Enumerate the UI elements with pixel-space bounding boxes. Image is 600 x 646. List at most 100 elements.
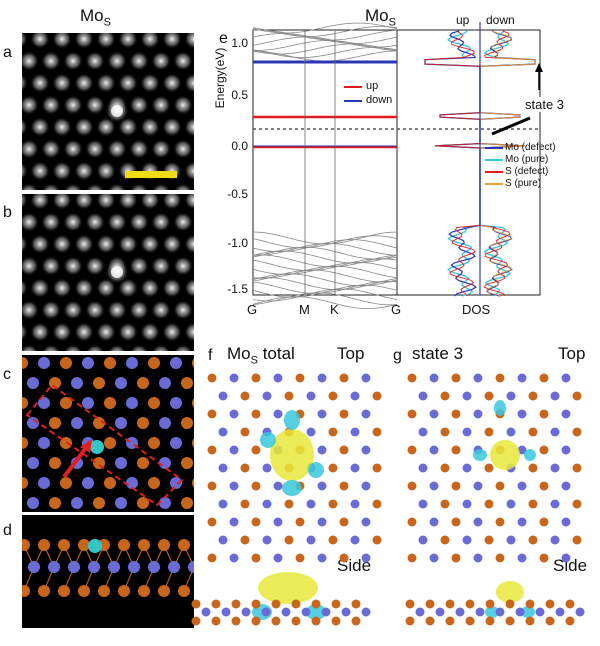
stm-spot [129,183,149,190]
atom [445,616,455,626]
panel-label-g: g [393,347,402,364]
atom [525,599,535,609]
stm-spot [22,161,28,181]
stm-spot [22,344,39,351]
atom [201,607,211,617]
atom [192,478,194,488]
stm-spot [96,194,116,210]
atom [291,599,301,609]
stm-spot [151,139,171,159]
ytick-5: -1.0 [227,236,248,250]
atom [565,616,575,626]
atom [484,427,494,437]
isosurface [306,604,326,620]
stm-spot [118,194,138,210]
atom [178,585,190,597]
atom [281,607,291,617]
stm-spot [162,234,182,254]
atom [181,377,193,389]
atom [273,373,283,383]
xtick-m: M [299,302,310,317]
atom [137,457,149,469]
atom [425,616,435,626]
panel-e-title: MoS [365,6,396,29]
band-structure [252,22,398,309]
atom [241,607,251,617]
atom [229,373,239,383]
dos-legend-mo-defect: Mo (defect) [505,142,556,153]
atom [351,599,361,609]
atom [104,477,116,489]
scale-bar [125,171,177,178]
stm-spot [107,183,127,190]
y-axis-label: Energy(eV) [213,47,227,109]
atom [118,539,130,551]
atom [58,539,70,551]
atom [372,391,382,401]
state3-annotation: state 3 [525,97,565,112]
atomic-model-side-view [22,515,194,628]
isosurface [308,462,324,478]
stm-spot [140,194,160,210]
atom [339,373,349,383]
atom [495,445,505,455]
atom [22,437,28,449]
stm-spot [41,139,61,159]
atom [517,517,527,527]
isosurface [490,440,520,470]
xtick-k: K [330,302,339,317]
atom [484,535,494,545]
stm-spot [41,183,61,190]
stm-spot [63,300,83,320]
atom [328,391,338,401]
atom [372,463,382,473]
atom [28,561,40,573]
stm-spot [52,322,72,342]
atom [38,477,50,489]
atom [159,457,171,469]
atom [495,481,505,491]
stm-spot [85,139,105,159]
panel-f-top-view [207,373,382,563]
band-legend-up: up [366,80,379,92]
stm-spot [63,95,83,115]
stm-spot [118,278,138,298]
stm-spot [107,51,127,71]
atom [273,445,283,455]
atom [38,539,50,551]
stm-spot [184,322,194,342]
ytick-4: -0.5 [227,187,248,201]
xtick-g2: G [391,302,402,317]
atom [339,517,349,527]
stm-spot [41,51,61,71]
atom [284,499,294,509]
atom [517,445,527,455]
stm-spot [22,95,39,115]
stm-spot [85,51,105,71]
atom [251,599,261,609]
atom [22,585,30,597]
stm-spot [140,322,160,342]
stm-spot [184,73,194,93]
atom [262,463,272,473]
stm-spot [41,300,61,320]
atom [418,535,428,545]
atom [88,561,100,573]
stm-spot [74,322,94,342]
atom [78,539,90,551]
atom [528,391,538,401]
stm-spot [162,278,182,298]
stm-spot [22,51,39,71]
atom [328,499,338,509]
atom [295,517,305,527]
stm-spot [118,117,138,137]
atom [550,535,560,545]
stm-spot [96,117,116,137]
atom [251,553,261,563]
atom [495,409,505,419]
atom [372,427,382,437]
atom [372,535,382,545]
stm-spot [173,51,193,71]
atom [38,397,50,409]
ytick-6: -1.5 [227,282,248,296]
